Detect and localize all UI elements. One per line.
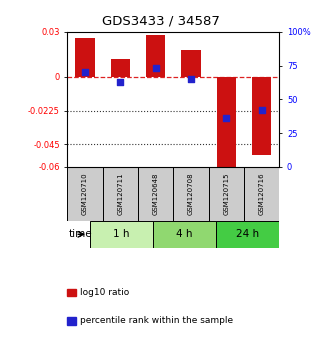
Text: GSM120710: GSM120710 [82,172,88,215]
Bar [252,77,271,155]
Bar [67,167,103,221]
Bar [138,167,173,221]
Bar [217,77,236,171]
Bar [244,167,279,221]
Bar [209,167,244,221]
Bar [181,50,201,77]
Text: GSM120711: GSM120711 [117,172,123,215]
Bar [75,38,95,77]
Text: time: time [69,229,93,239]
Text: GSM120715: GSM120715 [223,172,229,215]
Bar [173,167,209,221]
Bar [111,59,130,77]
Point [259,107,264,113]
Text: GSM120648: GSM120648 [153,172,159,215]
Point [118,79,123,85]
Text: GSM120716: GSM120716 [259,172,265,215]
Point [224,115,229,121]
Text: log10 ratio: log10 ratio [80,287,129,297]
Point [188,76,194,82]
Point [82,69,88,75]
Point [153,65,158,71]
Bar [146,35,165,77]
Text: GSM120708: GSM120708 [188,172,194,215]
Text: percentile rank within the sample: percentile rank within the sample [80,316,233,325]
Text: 4 h: 4 h [176,229,193,239]
Text: 1 h: 1 h [113,229,129,239]
Bar [216,221,279,248]
Bar [90,221,153,248]
Bar [103,167,138,221]
Bar [153,221,216,248]
Text: GDS3433 / 34587: GDS3433 / 34587 [101,14,220,27]
Text: 24 h: 24 h [236,229,259,239]
